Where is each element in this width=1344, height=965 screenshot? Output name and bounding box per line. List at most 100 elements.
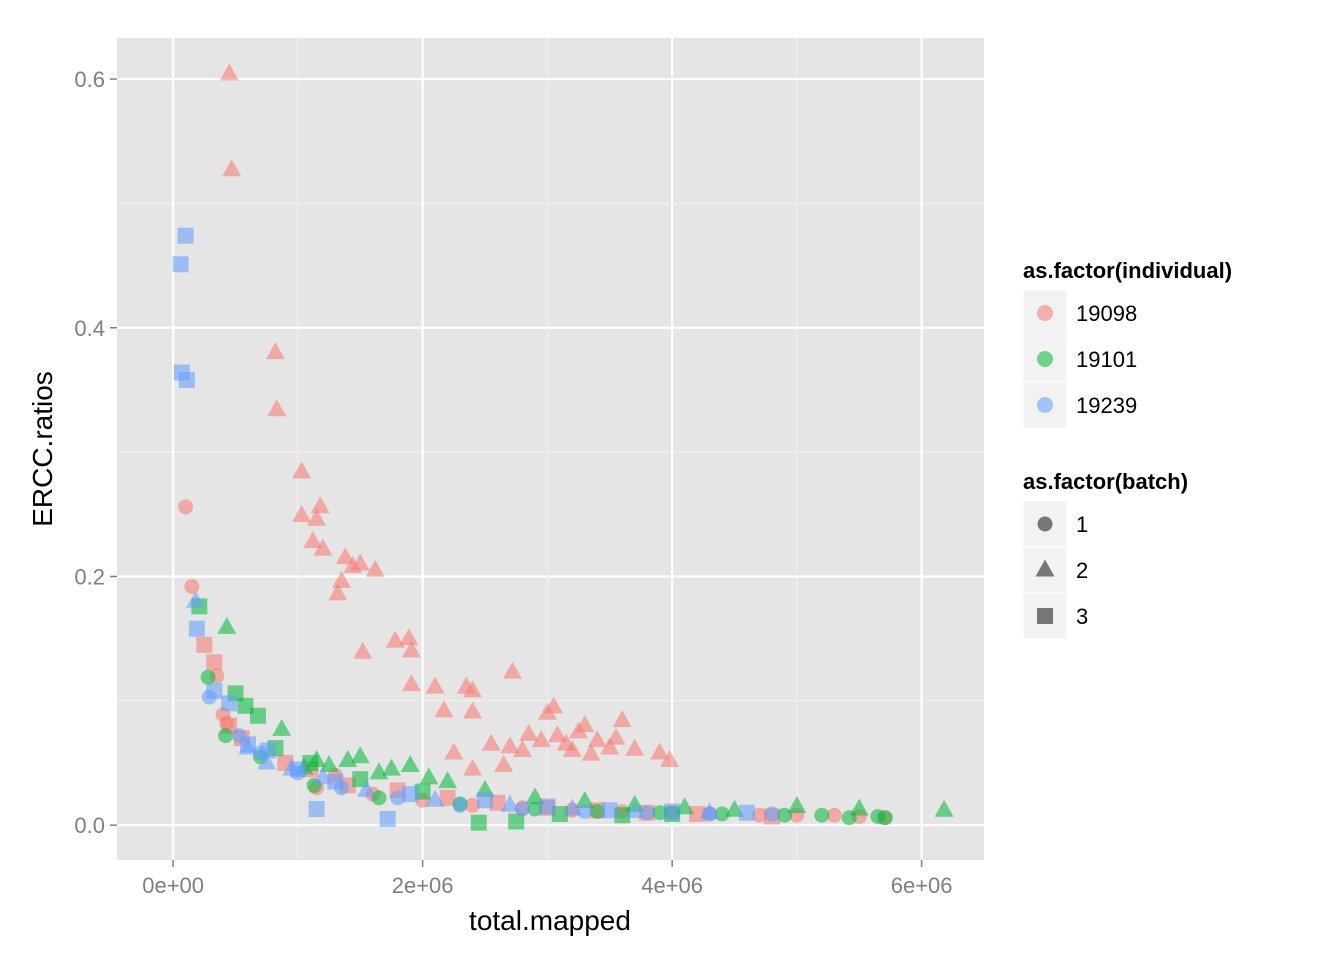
y-tick-label: 0.0 [74, 813, 105, 838]
data-point-19098-batch-2 [310, 496, 330, 514]
legend-key-19098 [1037, 305, 1053, 321]
data-point-19098-batch-2 [562, 740, 582, 758]
data-point-19098-batch-2 [328, 583, 348, 601]
data-point-19101-batch-1 [652, 805, 668, 821]
data-point-19098-batch-2 [444, 742, 464, 760]
data-point-19239-batch-3 [402, 786, 419, 803]
data-point-19101-batch-1 [200, 669, 216, 685]
data-point-19101-batch-2 [217, 616, 237, 634]
legend-label-batch-1: 1 [1076, 512, 1088, 537]
data-point-19101-batch-1 [371, 790, 387, 806]
data-point-19098-batch-1 [178, 499, 194, 515]
data-point-19098-batch-2 [625, 738, 645, 756]
data-point-19101-batch-2 [272, 718, 292, 736]
data-point-19098-batch-2 [531, 730, 551, 748]
data-point-19239-batch-3 [539, 798, 556, 815]
data-point-19098-batch-2 [401, 674, 421, 692]
data-point-19098-batch-2 [303, 531, 323, 549]
data-point-19098-batch-2 [660, 749, 680, 767]
data-point-19101-batch-1 [776, 807, 792, 823]
data-point-19098-batch-2 [219, 63, 239, 81]
data-point-19098-batch-2 [481, 733, 501, 751]
data-point-19239-batch-2 [356, 779, 376, 797]
data-point-19101-batch-2 [381, 758, 401, 776]
data-point-19239-batch-2 [186, 590, 206, 608]
legend-label-batch-2: 2 [1076, 558, 1088, 583]
data-point-19239-batch-2 [562, 798, 582, 816]
x-tick-label: 4e+06 [641, 873, 703, 898]
data-point-19098-batch-2 [494, 754, 514, 772]
data-point-19098-batch-2 [650, 742, 670, 760]
data-point-19239-batch-3 [188, 620, 205, 637]
legend-key-batch-1 [1037, 516, 1053, 532]
y-tick-label: 0.2 [74, 564, 105, 589]
data-point-19101-batch-3 [470, 814, 487, 831]
legend-label-batch-3: 3 [1076, 604, 1088, 629]
data-point-19101-batch-3 [414, 783, 431, 800]
data-point-19098-batch-2 [353, 641, 373, 659]
data-point-19101-batch-1 [870, 808, 886, 824]
data-point-19101-batch-3 [508, 813, 525, 830]
data-point-19101-batch-3 [237, 697, 254, 714]
data-point-19098-batch-2 [401, 640, 421, 658]
y-tick-label: 0.6 [74, 67, 105, 92]
data-point-19239-batch-3 [259, 742, 276, 759]
data-point-19239-batch-2 [257, 752, 277, 770]
data-point-19098-batch-2 [425, 676, 445, 694]
legend-key-19239 [1037, 397, 1053, 413]
data-point-19239-batch-3 [601, 802, 618, 819]
legend-key-19101 [1037, 351, 1053, 367]
data-point-19098-batch-2 [365, 559, 385, 577]
data-point-19239-batch-3 [308, 801, 325, 818]
data-point-19098-batch-2 [332, 570, 352, 588]
data-point-19098-batch-2 [307, 508, 327, 526]
legend-key-batch-2 [1035, 559, 1055, 577]
data-point-19101-batch-1 [218, 728, 234, 744]
data-point-19098-batch-2 [587, 730, 607, 748]
data-point-19101-batch-3 [249, 707, 266, 724]
data-point-19101-batch-2 [400, 754, 420, 772]
data-point-19098-batch-2 [500, 736, 520, 754]
data-point-19239-batch-1 [639, 805, 655, 821]
legend: as.factor(individual) as.factor(batch) 1… [1022, 258, 1232, 640]
data-point-19101-batch-2 [350, 746, 370, 764]
data-point-19101-batch-3 [551, 805, 568, 822]
data-point-19101-batch-1 [714, 806, 730, 822]
data-point-19239-batch-3 [177, 227, 194, 244]
data-point-19239-batch-3 [178, 371, 195, 388]
data-point-19098-batch-2 [222, 159, 242, 177]
data-point-19098-batch-1 [751, 807, 767, 823]
data-point-19098-batch-2 [502, 661, 522, 679]
data-point-19098-batch-2 [265, 342, 285, 360]
y-axis-title: ERCC.ratios [27, 371, 58, 527]
x-tick-label: 2e+06 [392, 873, 454, 898]
data-point-19098-batch-1 [184, 578, 200, 594]
data-point-19098-batch-2 [292, 504, 312, 522]
data-point-19098-batch-2 [267, 399, 287, 417]
legend-title-individual: as.factor(individual) [1023, 258, 1232, 283]
data-point-19098-batch-1 [465, 797, 481, 813]
data-point-19239-batch-3 [738, 804, 755, 821]
legend-key-batch-3 [1037, 608, 1053, 624]
axes: 0e+00 2e+06 4e+06 6e+06 0.0 0.2 0.4 0.6 [74, 67, 952, 898]
data-point-19101-batch-2 [419, 767, 439, 785]
data-point-19101-batch-2 [787, 795, 807, 813]
data-point-19098-batch-2 [399, 628, 419, 646]
data-point-19098-batch-2 [544, 696, 564, 714]
data-point-19098-batch-2 [434, 700, 454, 718]
data-point-19239-batch-2 [625, 800, 645, 818]
y-tick-label: 0.4 [74, 316, 105, 341]
data-point-19101-batch-1 [527, 801, 543, 817]
data-point-19239-batch-3 [327, 773, 344, 790]
legend-label-19239: 19239 [1076, 393, 1137, 418]
data-point-19101-batch-2 [319, 754, 339, 772]
legend-label-19098: 19098 [1076, 301, 1137, 326]
data-point-19239-batch-2 [425, 789, 445, 807]
data-point-19101-batch-1 [814, 807, 830, 823]
data-point-19098-batch-1 [826, 807, 842, 823]
data-point-19239-batch-3 [172, 256, 189, 273]
data-point-19098-batch-2 [519, 723, 539, 741]
data-point-19239-batch-1 [764, 806, 780, 822]
data-point-19098-batch-3 [196, 636, 213, 653]
